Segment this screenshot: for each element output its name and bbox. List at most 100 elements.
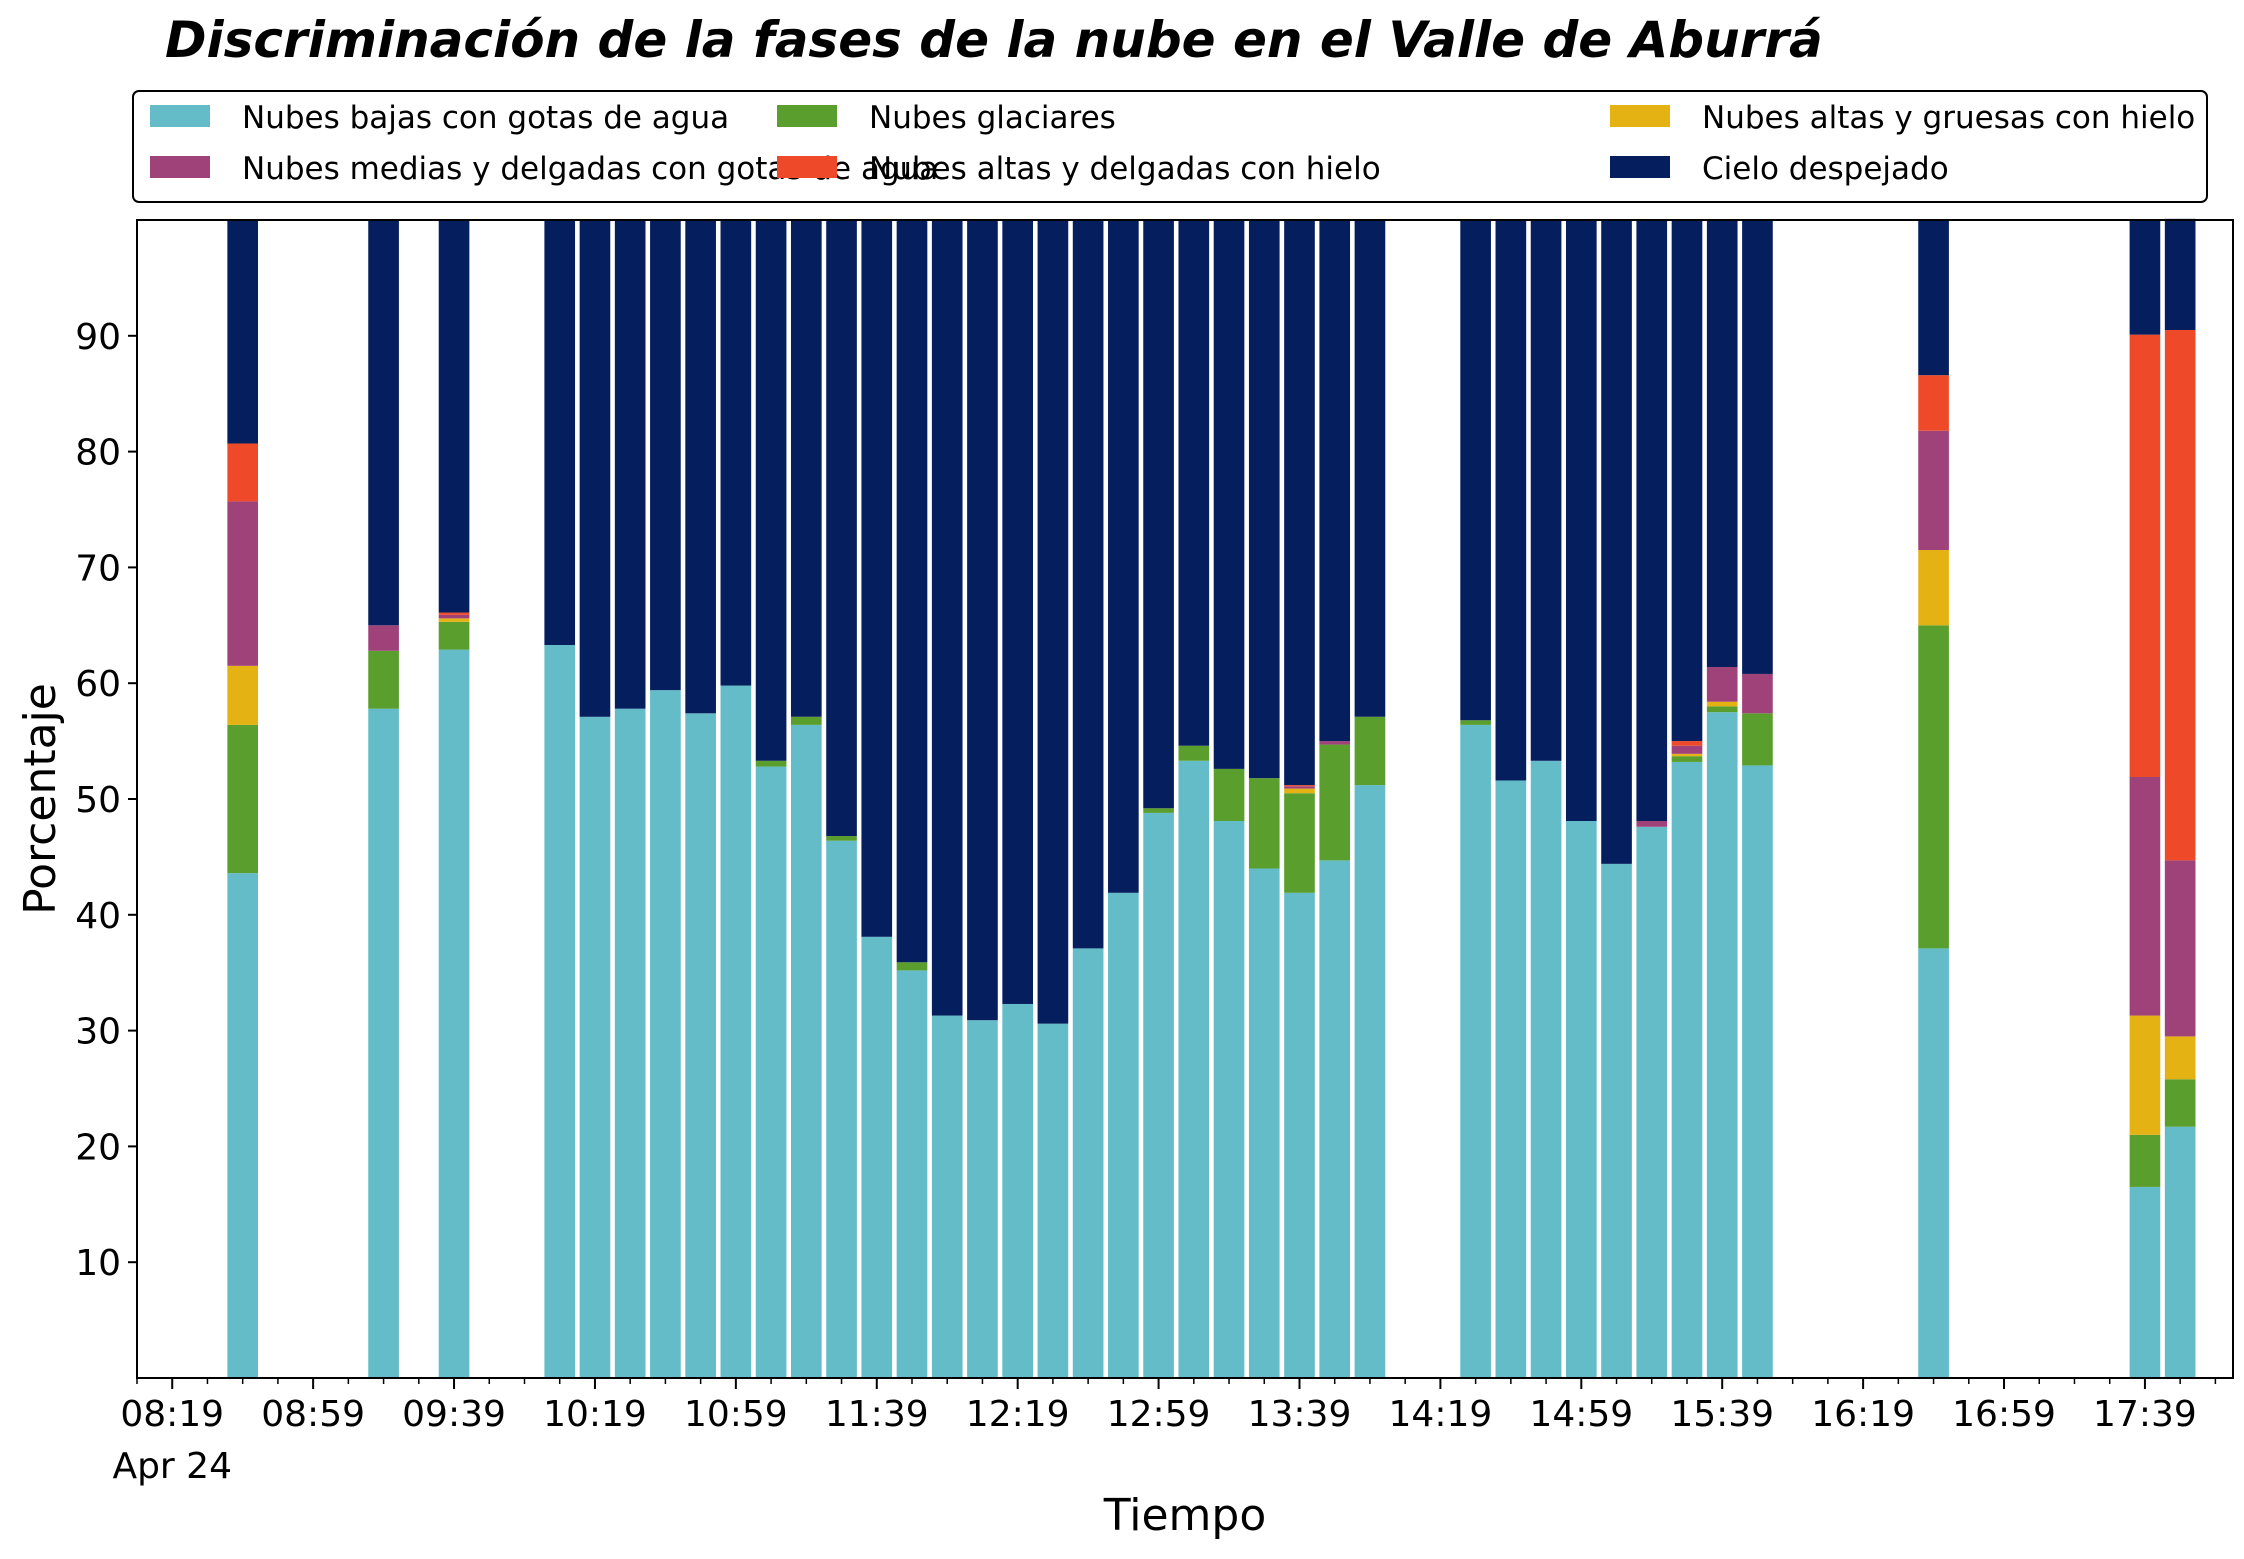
bar-segment-4-38 [2164, 330, 2196, 861]
x-tick-label-13: 16:59 [1952, 1394, 2056, 1435]
bar-segment-5-18 [1072, 220, 1104, 949]
bar-segment-1-25 [1319, 744, 1351, 861]
x-tick-sublabel-0: Apr 24 [112, 1446, 232, 1487]
bar-segment-5-30 [1565, 220, 1597, 821]
bar-segment-0-21 [1178, 760, 1210, 1378]
bar-segment-5-29 [1530, 220, 1562, 761]
x-tick-label-7: 12:59 [1107, 1394, 1211, 1435]
bar-segment-5-34 [1706, 220, 1738, 667]
bar-segment-0-31 [1601, 863, 1632, 1378]
bar-segment-1-22 [1213, 768, 1245, 821]
x-axis: 08:19 Apr 24 08:59 09:39 10:19 10:59 11:39 12:1… [112, 1378, 2217, 1487]
bar-segment-0-1 [368, 708, 399, 1378]
x-tick-label-3: 10:19 [543, 1394, 647, 1435]
legend-frame [132, 90, 2208, 203]
bar-segment-5-4 [579, 220, 611, 717]
bar-segment-0-12 [861, 936, 893, 1378]
bar-segment-5-33 [1671, 220, 1703, 742]
bar-segment-5-27 [1460, 220, 1491, 721]
bar-segment-1-21 [1178, 745, 1210, 761]
bar-segment-5-36 [1918, 220, 1949, 376]
bar-segment-5-7 [685, 220, 716, 714]
legend-swatch-2 [1610, 105, 1670, 127]
bar-segment-0-10 [790, 724, 822, 1378]
y-tick-label-6: 70 [75, 548, 121, 589]
bar-segment-0-3 [544, 644, 576, 1378]
legend-label-5: Cielo despejado [1702, 151, 1949, 187]
bar-segment-5-6 [650, 220, 681, 691]
bar-segment-5-23 [1248, 220, 1280, 779]
bar-segment-5-8 [720, 220, 752, 686]
bar-segment-0-8 [720, 685, 752, 1378]
y-tick-label-5: 60 [75, 664, 121, 705]
y-tick-label-2: 30 [75, 1012, 121, 1053]
legend-swatch-5 [1610, 156, 1670, 178]
bar-segment-0-22 [1213, 821, 1245, 1378]
bar-segment-5-22 [1213, 220, 1245, 769]
bar-segment-1-9 [755, 760, 787, 767]
bar-segment-4-33 [1671, 741, 1703, 746]
bar-segment-3-35 [1742, 673, 1773, 714]
y-axis: 10 20 30 40 50 60 70 80 90 [75, 317, 137, 1284]
bar-segment-0-34 [1706, 712, 1738, 1378]
x-tick-label-1: 08:59 [261, 1394, 365, 1435]
bar-segment-0-14 [931, 1015, 963, 1378]
bar-segment-5-37 [2129, 220, 2161, 335]
bar-segment-0-4 [579, 716, 611, 1378]
bar-segment-4-36 [1918, 375, 1949, 431]
legend-label-0: Nubes bajas con gotas de agua [242, 100, 729, 136]
bar-segment-0-19 [1108, 892, 1139, 1378]
bar-segment-3-37 [2129, 777, 2161, 1016]
y-tick-label-7: 80 [75, 433, 121, 474]
bar-segment-0-27 [1460, 724, 1491, 1378]
bar-segment-3-38 [2164, 860, 2196, 1037]
bar-segment-0-13 [896, 970, 928, 1378]
bar-segment-0-37 [2129, 1186, 2161, 1378]
bar-segment-2-37 [2129, 1015, 2161, 1135]
x-tick-label-10: 14:59 [1529, 1394, 1633, 1435]
x-tick-label-14: 17:39 [2093, 1394, 2197, 1435]
bar-segment-0-30 [1565, 821, 1597, 1378]
x-tick-label-11: 15:39 [1670, 1394, 1774, 1435]
bar-segment-5-0 [227, 220, 259, 444]
bar-segment-5-38 [2164, 218, 2196, 331]
bar-segment-1-35 [1742, 713, 1773, 766]
x-tick-label-4: 10:59 [684, 1394, 788, 1435]
x-tick-label-2: 09:39 [402, 1394, 506, 1435]
bar-segment-5-9 [755, 220, 787, 761]
bar-segment-1-20 [1143, 808, 1174, 813]
bar-segment-3-25 [1319, 741, 1351, 745]
x-tick-label-0: 08:19 [120, 1394, 224, 1435]
legend-label-1: Nubes glaciares [869, 100, 1116, 136]
bar-segment-2-24 [1284, 788, 1315, 794]
bar-segment-4-2 [438, 612, 470, 615]
bar-segment-3-36 [1918, 430, 1949, 551]
bar-segment-1-34 [1706, 706, 1738, 713]
bar-segment-1-1 [368, 650, 399, 709]
bar-segment-1-10 [790, 716, 822, 725]
bar-segment-2-33 [1671, 753, 1703, 757]
bar-segment-2-0 [227, 665, 259, 725]
y-tick-label-8: 90 [75, 317, 121, 358]
bar-segment-0-2 [438, 649, 470, 1378]
bar-segment-3-32 [1636, 821, 1668, 827]
x-tick-label-12: 16:19 [1811, 1394, 1915, 1435]
bar-segment-0-17 [1037, 1023, 1069, 1378]
bar-segment-3-0 [227, 501, 259, 666]
bar-segment-0-7 [685, 713, 716, 1378]
legend-swatch-0 [150, 105, 210, 127]
bar-segment-0-24 [1284, 892, 1315, 1378]
bar-segment-1-23 [1248, 778, 1280, 869]
bar-segment-1-38 [2164, 1079, 2196, 1127]
bar-segment-2-2 [438, 618, 470, 622]
bar-segment-5-16 [1002, 220, 1033, 1004]
bar-segment-3-24 [1284, 786, 1315, 789]
bar-segment-0-33 [1671, 761, 1703, 1378]
bar-segment-0-32 [1636, 826, 1668, 1378]
bar-segment-5-13 [896, 220, 928, 963]
bar-segment-5-3 [544, 220, 576, 645]
bar-segment-5-5 [614, 220, 646, 709]
y-tick-label-4: 50 [75, 780, 121, 821]
bar-segment-5-19 [1108, 220, 1139, 893]
